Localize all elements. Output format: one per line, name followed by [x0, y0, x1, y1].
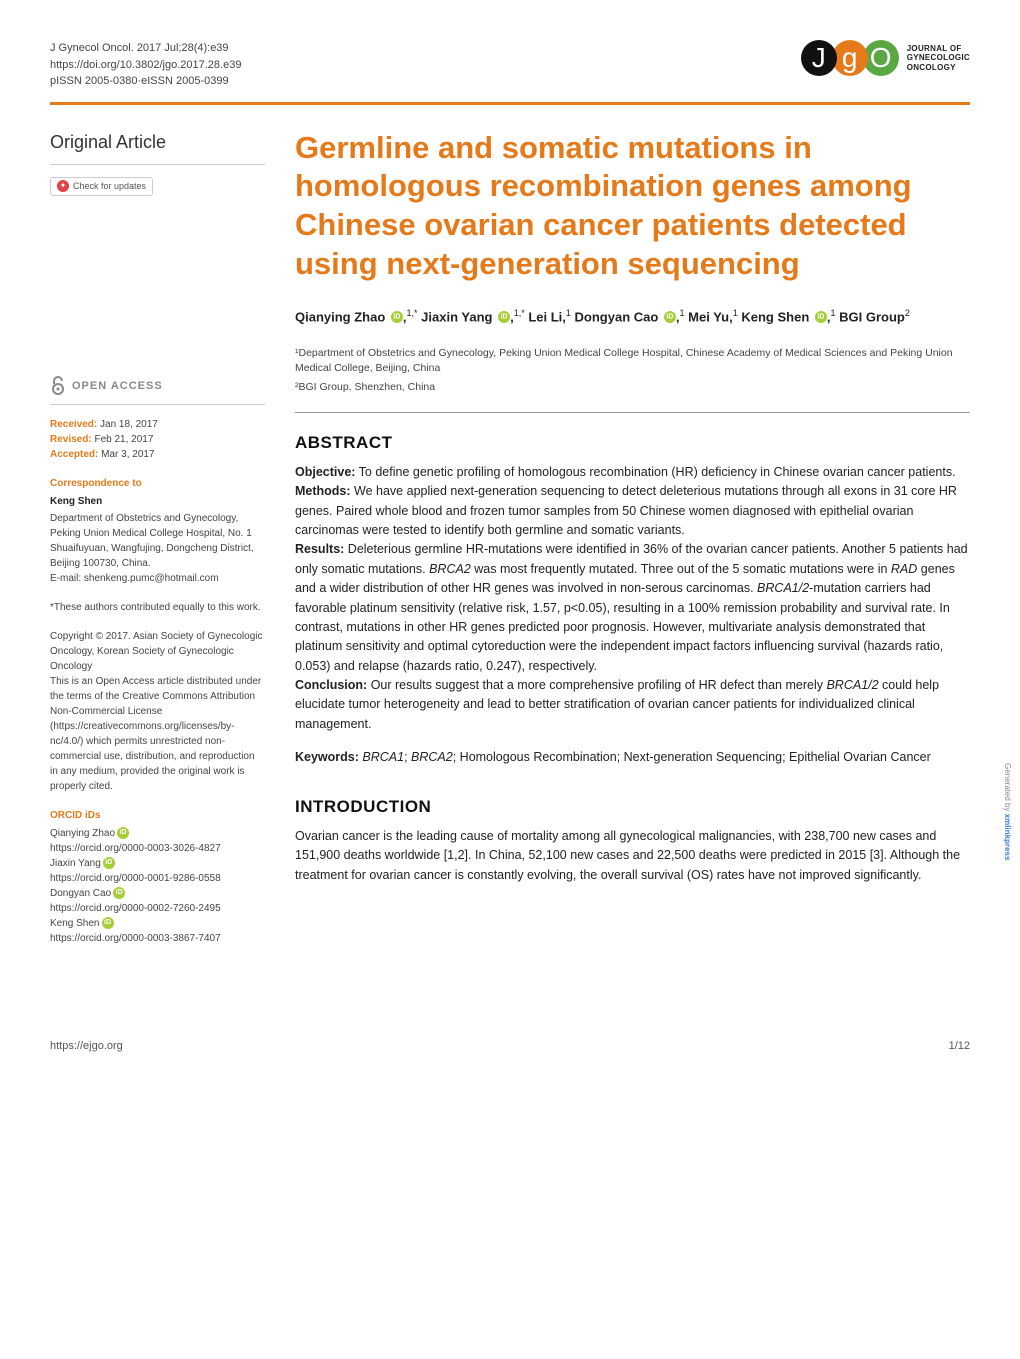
correspondence-heading: Correspondence to [50, 476, 265, 491]
orcid-item: Jiaxin Yang https://orcid.org/0000-0001-… [50, 856, 265, 886]
methods-label: Methods: [295, 484, 351, 498]
intro-heading: INTRODUCTION [295, 797, 970, 817]
doi-line: https://doi.org/10.3802/jgo.2017.28.e39 [50, 57, 241, 74]
received-date: Jan 18, 2017 [100, 419, 158, 430]
orcid-icon [815, 311, 827, 323]
orcid-link[interactable]: https://orcid.org/0000-0003-3867-7407 [50, 933, 221, 944]
methods-text: We have applied next-generation sequenci… [295, 484, 957, 537]
orcid-link[interactable]: https://orcid.org/0000-0002-7260-2495 [50, 903, 221, 914]
copyright-line: Copyright © 2017. Asian Society of Gynec… [50, 629, 265, 674]
watermark: Generated by xmlinkpress [1003, 763, 1012, 860]
objective-label: Objective: [295, 465, 355, 479]
revised-label: Revised: [50, 434, 92, 445]
correspondence-email: E-mail: shenkeng.pumc@hotmail.com [50, 571, 265, 586]
orcid-icon [103, 857, 115, 869]
affiliation-2: ²BGI Group, Shenzhen, China [295, 380, 970, 396]
main-top-rule [295, 412, 970, 413]
open-access-icon [50, 376, 66, 396]
objective-text: To define genetic profiling of homologou… [355, 465, 955, 479]
orcid-icon [391, 311, 403, 323]
revised-date: Feb 21, 2017 [94, 434, 153, 445]
sidebar: Original Article ✦ Check for updates OPE… [50, 129, 265, 961]
intro-body: Ovarian cancer is the leading cause of m… [295, 827, 970, 885]
article-title: Germline and somatic mutations in homolo… [295, 129, 970, 284]
license-text: This is an Open Access article distribut… [50, 674, 265, 794]
copyright-block: Copyright © 2017. Asian Society of Gynec… [50, 629, 265, 794]
citation-line: J Gynecol Oncol. 2017 Jul;28(4):e39 [50, 40, 241, 57]
received-label: Received: [50, 419, 97, 430]
open-access-label: OPEN ACCESS [72, 378, 163, 395]
article-type-rule [50, 164, 265, 165]
conclusion-text: Our results suggest that a more comprehe… [295, 678, 939, 731]
orcid-icon [664, 311, 676, 323]
abstract-heading: ABSTRACT [295, 433, 970, 453]
orcid-link[interactable]: https://orcid.org/0000-0003-3026-4827 [50, 843, 221, 854]
orcid-name: Keng Shen [50, 918, 100, 929]
accepted-date: Mar 3, 2017 [101, 449, 154, 460]
check-updates-button[interactable]: ✦ Check for updates [50, 177, 153, 197]
accepted-label: Accepted: [50, 449, 98, 460]
check-updates-label: Check for updates [73, 180, 146, 194]
logo-jgo-icon: J g O [806, 40, 899, 76]
orcid-icon [102, 917, 114, 929]
correspondence-block: Correspondence to Keng Shen Department o… [50, 476, 265, 586]
orcid-icon [498, 311, 510, 323]
orcid-icon [117, 827, 129, 839]
footer-url: https://ejgo.org [50, 1040, 123, 1052]
logo-letter-o: O [863, 40, 899, 76]
journal-logo: J g O JOURNAL OF GYNECOLOGIC ONCOLOGY [806, 40, 970, 76]
orcid-item: Keng Shen https://orcid.org/0000-0003-38… [50, 916, 265, 946]
dates-block: Received: Jan 18, 2017 Revised: Feb 21, … [50, 417, 265, 462]
affiliation-1: ¹Department of Obstetrics and Gynecology… [295, 346, 970, 378]
crossmark-icon: ✦ [57, 180, 69, 192]
keywords-label: Keywords: [295, 750, 359, 764]
conclusion-label: Conclusion: [295, 678, 367, 692]
correspondence-name: Keng Shen [50, 494, 265, 509]
logo-letter-j: J [801, 40, 837, 76]
orcid-name: Dongyan Cao [50, 888, 111, 899]
equal-contrib-note: *These authors contributed equally to th… [50, 600, 265, 615]
header-rule [50, 102, 970, 105]
article-type: Original Article [50, 129, 265, 156]
correspondence-address: Department of Obstetrics and Gynecology,… [50, 511, 265, 571]
header: J Gynecol Oncol. 2017 Jul;28(4):e39 http… [50, 40, 970, 90]
keywords-text: BRCA1; BRCA2; Homologous Recombination; … [362, 750, 930, 764]
logo-letter-g: g [832, 40, 868, 76]
orcid-name: Jiaxin Yang [50, 858, 101, 869]
main-content: Germline and somatic mutations in homolo… [295, 129, 970, 961]
orcid-icon [113, 887, 125, 899]
results-label: Results: [295, 542, 344, 556]
orcid-block: ORCID iDs Qianying Zhao https://orcid.or… [50, 808, 265, 946]
footer-page: 1/12 [949, 1040, 970, 1052]
footer: https://ejgo.org 1/12 [0, 1040, 1020, 1082]
open-access-badge: OPEN ACCESS [50, 376, 265, 396]
orcid-heading: ORCID iDs [50, 808, 265, 823]
orcid-item: Dongyan Cao https://orcid.org/0000-0002-… [50, 886, 265, 916]
author-list: Qianying Zhao ,1,* Jiaxin Yang ,1,* Lei … [295, 306, 970, 328]
logo-text: JOURNAL OF GYNECOLOGIC ONCOLOGY [907, 44, 970, 73]
abstract-body: Objective: To define genetic profiling o… [295, 463, 970, 734]
keywords-block: Keywords: BRCA1; BRCA2; Homologous Recom… [295, 748, 970, 767]
orcid-link[interactable]: https://orcid.org/0000-0001-9286-0558 [50, 873, 221, 884]
orcid-name: Qianying Zhao [50, 828, 115, 839]
issn-line: pISSN 2005-0380·eISSN 2005-0399 [50, 73, 241, 90]
journal-citation: J Gynecol Oncol. 2017 Jul;28(4):e39 http… [50, 40, 241, 90]
results-text: Deleterious germline HR-mutations were i… [295, 542, 968, 672]
orcid-item: Qianying Zhao https://orcid.org/0000-000… [50, 826, 265, 856]
